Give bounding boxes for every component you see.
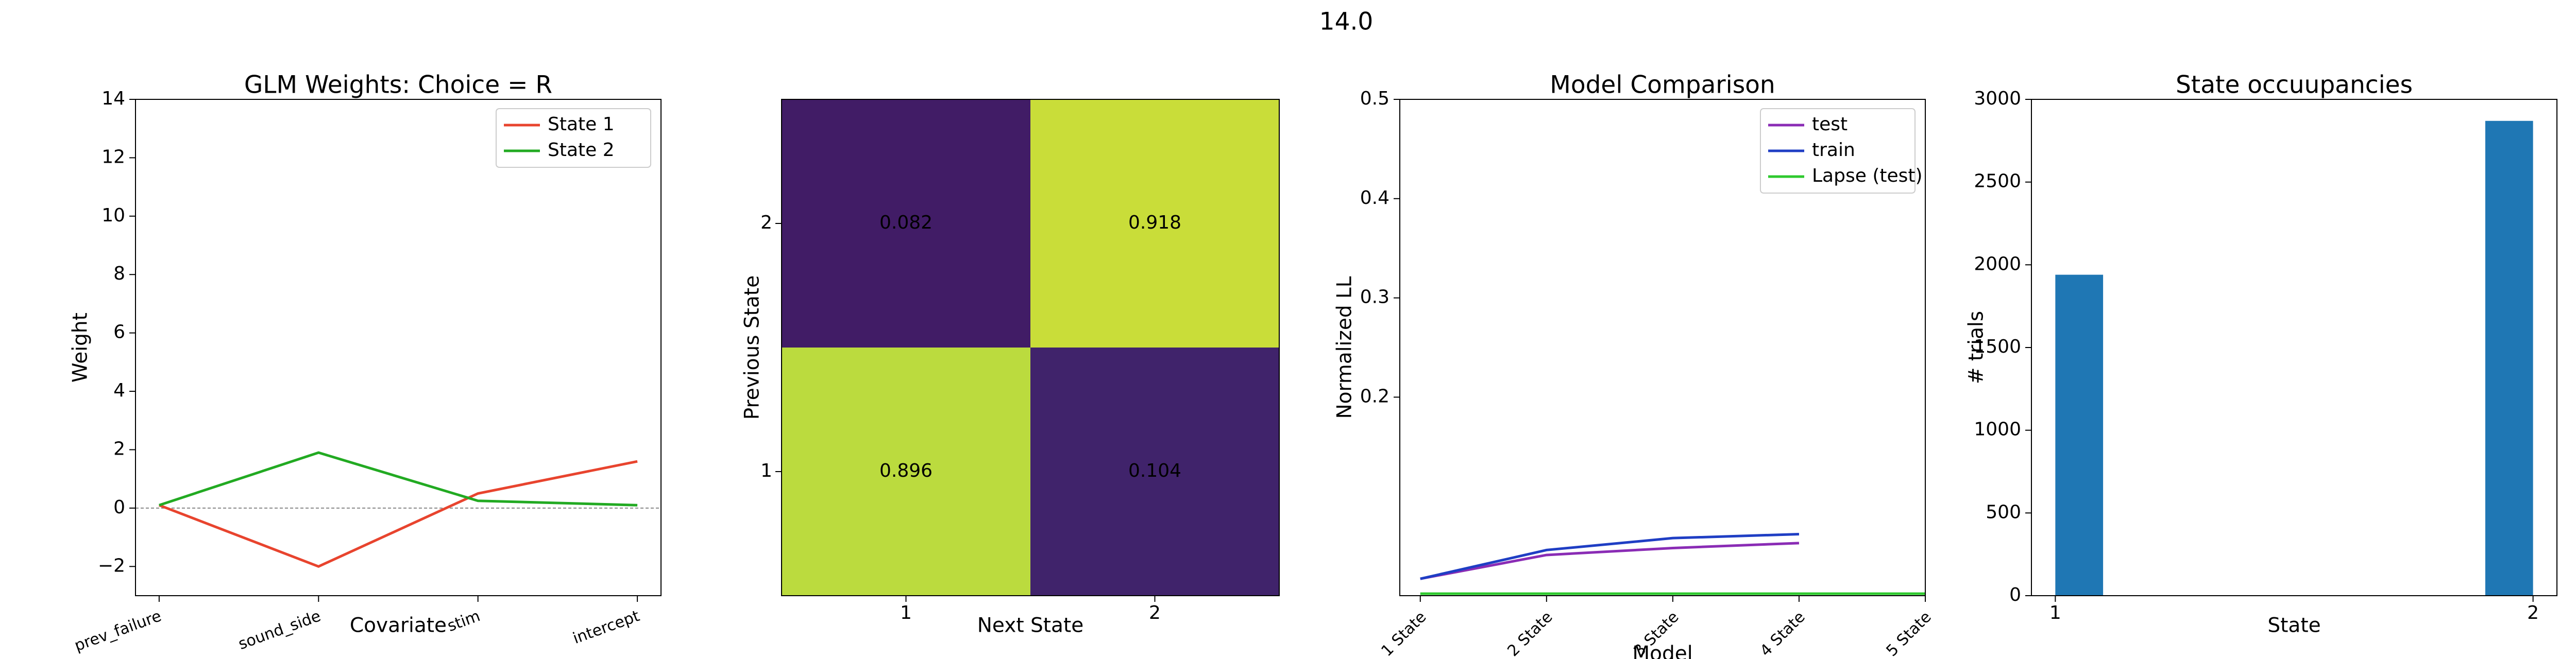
y-tick-label: 500 [1986,501,2021,523]
heatmap-cell [782,99,1030,348]
x-tick-label: 2 [2527,602,2539,623]
y-tick-label: 0.4 [1360,187,1389,209]
series-line [1420,532,1800,580]
y-tick-label: 6 [113,322,125,343]
series-line [1420,542,1800,580]
y-tick-label: 1 [760,460,772,481]
y-tick-label: 12 [101,146,125,167]
heatmap-cell [1030,99,1279,348]
y-tick-label: 2 [113,438,125,459]
cell-label: 0.082 [879,212,933,233]
axes-frame [1399,99,1926,596]
y-axis-label: Normalized LL [1333,276,1357,419]
legend-box [1760,108,1916,194]
figure-title: 14.0 [1319,8,1374,36]
legend-label: State 1 [548,114,615,135]
cell-label: 0.104 [1128,460,1181,481]
y-tick-label: 0 [2009,584,2021,605]
x-axis-label: Model [1632,643,1692,659]
x-axis-label: State [2267,614,2320,637]
y-tick-label: 8 [113,263,125,284]
x-tick-label: 1 [900,602,912,623]
legend-label: State 2 [548,140,615,161]
y-tick-label: 10 [101,205,125,226]
y-tick-label: 1500 [1974,336,2021,357]
x-tick-label: 1 [2049,602,2061,623]
cell-label: 0.896 [879,460,933,481]
axes-frame [781,99,1280,596]
y-tick-label: 0.3 [1360,287,1389,308]
y-tick-label: 4 [113,380,125,401]
legend-label: Lapse (test) [1812,165,1923,186]
legend-label: test [1812,114,1848,135]
y-tick-label: 14 [101,88,125,109]
x-tick-label: 4 State [1757,608,1809,659]
x-tick-label: stim [445,607,483,635]
y-axis-label: Previous State [741,275,764,420]
bar [2485,120,2533,596]
chart-title: Model Comparison [1550,71,1775,99]
series-line [159,460,638,568]
axes-frame [135,99,662,596]
y-axis-label: # trials [1965,311,1988,384]
x-axis-label: Next State [977,614,1083,637]
x-axis-label: Covariate [350,614,447,637]
heatmap-cell [782,348,1030,596]
heatmap-cell [1030,348,1279,596]
y-tick-label: 0.2 [1360,386,1389,407]
x-tick-label: 1 State [1378,608,1430,659]
y-tick-label: 2500 [1974,171,2021,192]
x-tick-label: 2 State [1504,608,1556,659]
x-tick-label: prev_failure [72,607,164,655]
y-tick-label: 2000 [1974,253,2021,274]
chart-title: State occuupancies [2176,71,2413,99]
y-tick-label: 2 [760,212,772,233]
x-tick-label: intercept [570,607,642,648]
legend-box [496,108,651,168]
y-tick-label: 0 [113,497,125,518]
legend-label: train [1812,140,1855,161]
axes-frame [2031,99,2557,596]
chart-title: GLM Weights: Choice = R [244,71,552,99]
bar [2055,274,2104,596]
x-tick-label: 5 State [1883,608,1935,659]
y-tick-label: 1000 [1974,419,2021,440]
y-tick-label: 3000 [1974,88,2021,109]
y-tick-label: −2 [98,555,125,576]
x-tick-label: 2 [1149,602,1161,623]
cell-label: 0.918 [1128,212,1181,233]
series-line [159,451,638,507]
y-axis-label: Weight [69,313,92,383]
x-tick-label: sound_side [236,607,323,653]
y-tick-label: 0.5 [1360,88,1389,109]
